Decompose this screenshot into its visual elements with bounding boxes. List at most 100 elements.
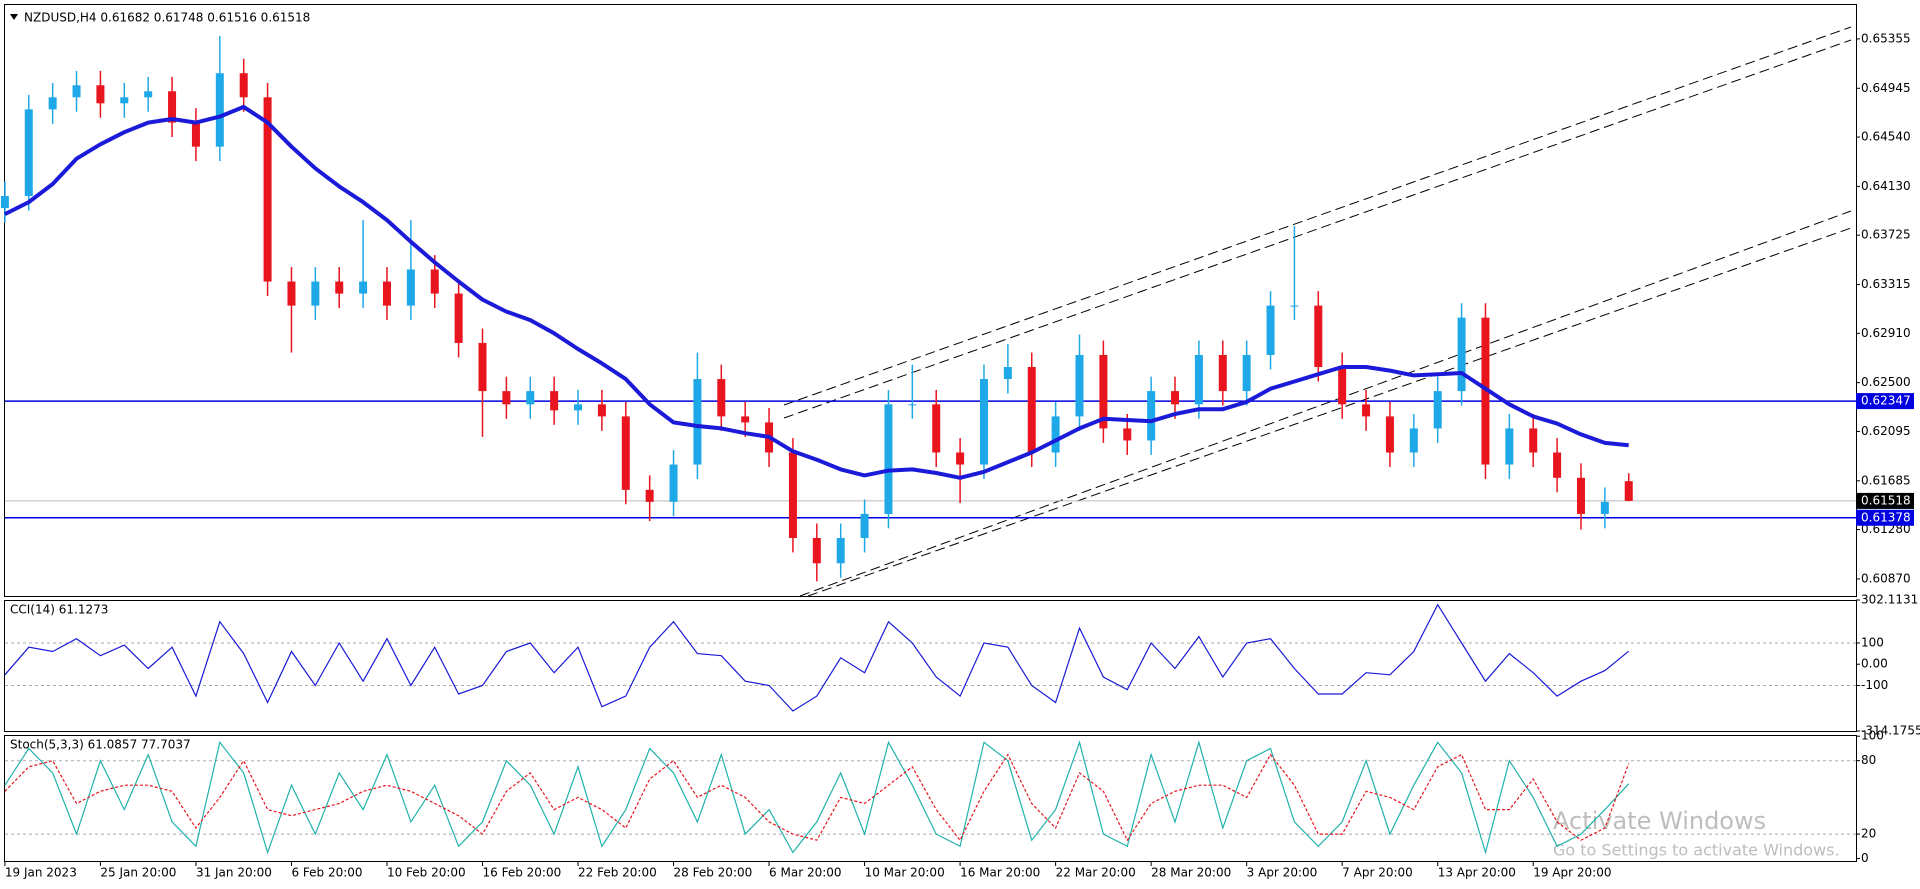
candle-body bbox=[574, 404, 583, 411]
y-tick-label: 0.62095 bbox=[1861, 424, 1911, 438]
candle-body bbox=[1171, 391, 1180, 405]
stoch-panel bbox=[4, 735, 1857, 862]
candle-body bbox=[1433, 391, 1442, 429]
candle-body bbox=[1099, 354, 1108, 429]
y-tick-label: 0.00 bbox=[1861, 657, 1888, 671]
x-tick-label: 19 Jan 2023 bbox=[5, 866, 77, 880]
candle-body bbox=[1003, 367, 1012, 380]
channel-line bbox=[799, 210, 1852, 597]
x-tick-label: 16 Feb 20:00 bbox=[483, 866, 562, 880]
candle-body bbox=[1194, 354, 1203, 405]
candle-body bbox=[0, 196, 9, 209]
y-tick-label: 0.65355 bbox=[1861, 31, 1911, 45]
candle-body bbox=[1624, 481, 1633, 501]
candle-body bbox=[1553, 452, 1562, 478]
main-title: NZDUSD,H4 0.61682 0.61748 0.61516 0.6151… bbox=[24, 11, 310, 25]
y-tick-label: 0.61685 bbox=[1861, 473, 1911, 487]
y-tick-label: 0.63315 bbox=[1861, 277, 1911, 291]
candle-body bbox=[168, 91, 177, 123]
candle-body bbox=[884, 404, 893, 514]
x-tick-label: 22 Mar 20:00 bbox=[1056, 866, 1136, 880]
candle-body bbox=[430, 269, 439, 294]
candle-body bbox=[1505, 428, 1514, 465]
candle-body bbox=[788, 452, 797, 538]
candle-body bbox=[215, 73, 224, 147]
y-tick-label: 0.64130 bbox=[1861, 179, 1911, 193]
candle-body bbox=[645, 489, 654, 502]
candle-body bbox=[406, 269, 415, 306]
candle-body bbox=[1123, 428, 1132, 441]
x-tick-label: 10 Feb 20:00 bbox=[387, 866, 466, 880]
x-tick-label: 3 Apr 20:00 bbox=[1247, 866, 1318, 880]
candle-body bbox=[96, 85, 105, 104]
candle-body bbox=[454, 293, 463, 343]
main-panel bbox=[4, 4, 1857, 597]
indicator-line bbox=[4, 740, 1630, 855]
candle-body bbox=[24, 109, 33, 197]
y-tick-label: 80 bbox=[1861, 753, 1876, 767]
y-tick-label: 20 bbox=[1861, 827, 1876, 841]
candle-body bbox=[932, 404, 941, 453]
candle-body bbox=[239, 73, 248, 98]
symbol-marker bbox=[10, 14, 18, 20]
candle-body bbox=[669, 464, 678, 502]
price-tag-label: 0.62347 bbox=[1861, 394, 1911, 408]
y-tick-label: 0.64540 bbox=[1861, 130, 1911, 144]
channel bbox=[783, 26, 1852, 597]
x-tick-label: 6 Feb 20:00 bbox=[291, 866, 362, 880]
stoch-title: Stoch(5,3,3) 61.0857 77.7037 bbox=[10, 738, 191, 752]
candle-body bbox=[1362, 404, 1371, 417]
y-tick-label: 0.60870 bbox=[1861, 571, 1911, 585]
candle-body bbox=[1266, 305, 1275, 355]
candle-body bbox=[1051, 416, 1060, 453]
x-tick-label: 19 Apr 20:00 bbox=[1533, 866, 1611, 880]
y-tick-label: 302.1131 bbox=[1861, 593, 1918, 607]
candle-body bbox=[621, 416, 630, 490]
candle-body bbox=[335, 281, 344, 294]
x-tick-label: 16 Mar 20:00 bbox=[960, 866, 1040, 880]
candle-body bbox=[979, 379, 988, 465]
price-tag-label: 0.61518 bbox=[1861, 493, 1911, 507]
candle-body bbox=[526, 391, 535, 405]
candle-body bbox=[860, 513, 869, 538]
candle-body bbox=[72, 85, 81, 98]
x-tick-label: 31 Jan 20:00 bbox=[196, 866, 272, 880]
candle-body bbox=[597, 404, 606, 417]
candle-body bbox=[1409, 428, 1418, 453]
candle-body bbox=[287, 281, 296, 306]
cci-title: CCI(14) 61.1273 bbox=[10, 603, 108, 617]
x-tick-label: 28 Feb 20:00 bbox=[674, 866, 753, 880]
candle-body bbox=[1481, 317, 1490, 465]
candle-body bbox=[1457, 317, 1466, 392]
price-tag-label: 0.61378 bbox=[1861, 510, 1911, 524]
price-tag bbox=[1856, 393, 1914, 410]
candle-body bbox=[1385, 416, 1394, 453]
candle-body bbox=[1242, 354, 1251, 392]
moving-average bbox=[4, 104, 1629, 480]
candle-body bbox=[1576, 477, 1585, 514]
candle-body bbox=[1600, 501, 1609, 514]
candle-body bbox=[836, 538, 845, 564]
watermark-subtitle: Go to Settings to activate Windows. bbox=[1553, 841, 1840, 860]
y-tick-label: -314.1755 bbox=[1861, 724, 1920, 738]
candle-body bbox=[1147, 391, 1156, 441]
candle-body bbox=[502, 391, 511, 405]
candle-body bbox=[1027, 367, 1036, 453]
y-tick-label: 100 bbox=[1861, 635, 1884, 649]
candle-body bbox=[359, 281, 368, 294]
candle-body bbox=[1075, 354, 1084, 417]
candle-body bbox=[382, 281, 391, 306]
y-tick-label: 0.63725 bbox=[1861, 228, 1911, 242]
candle-body bbox=[1290, 305, 1299, 307]
indicator-line bbox=[4, 603, 1630, 712]
x-tick-label: 13 Apr 20:00 bbox=[1438, 866, 1516, 880]
y-tick-label: 0.62910 bbox=[1861, 326, 1911, 340]
y-tick-label: -100 bbox=[1861, 678, 1888, 692]
candle-body bbox=[191, 122, 200, 147]
candle-body bbox=[1529, 428, 1538, 453]
cci-panel bbox=[4, 600, 1857, 732]
y-tick-label: 0 bbox=[1861, 851, 1869, 865]
x-tick-label: 25 Jan 20:00 bbox=[100, 866, 176, 880]
candle-body bbox=[812, 538, 821, 564]
